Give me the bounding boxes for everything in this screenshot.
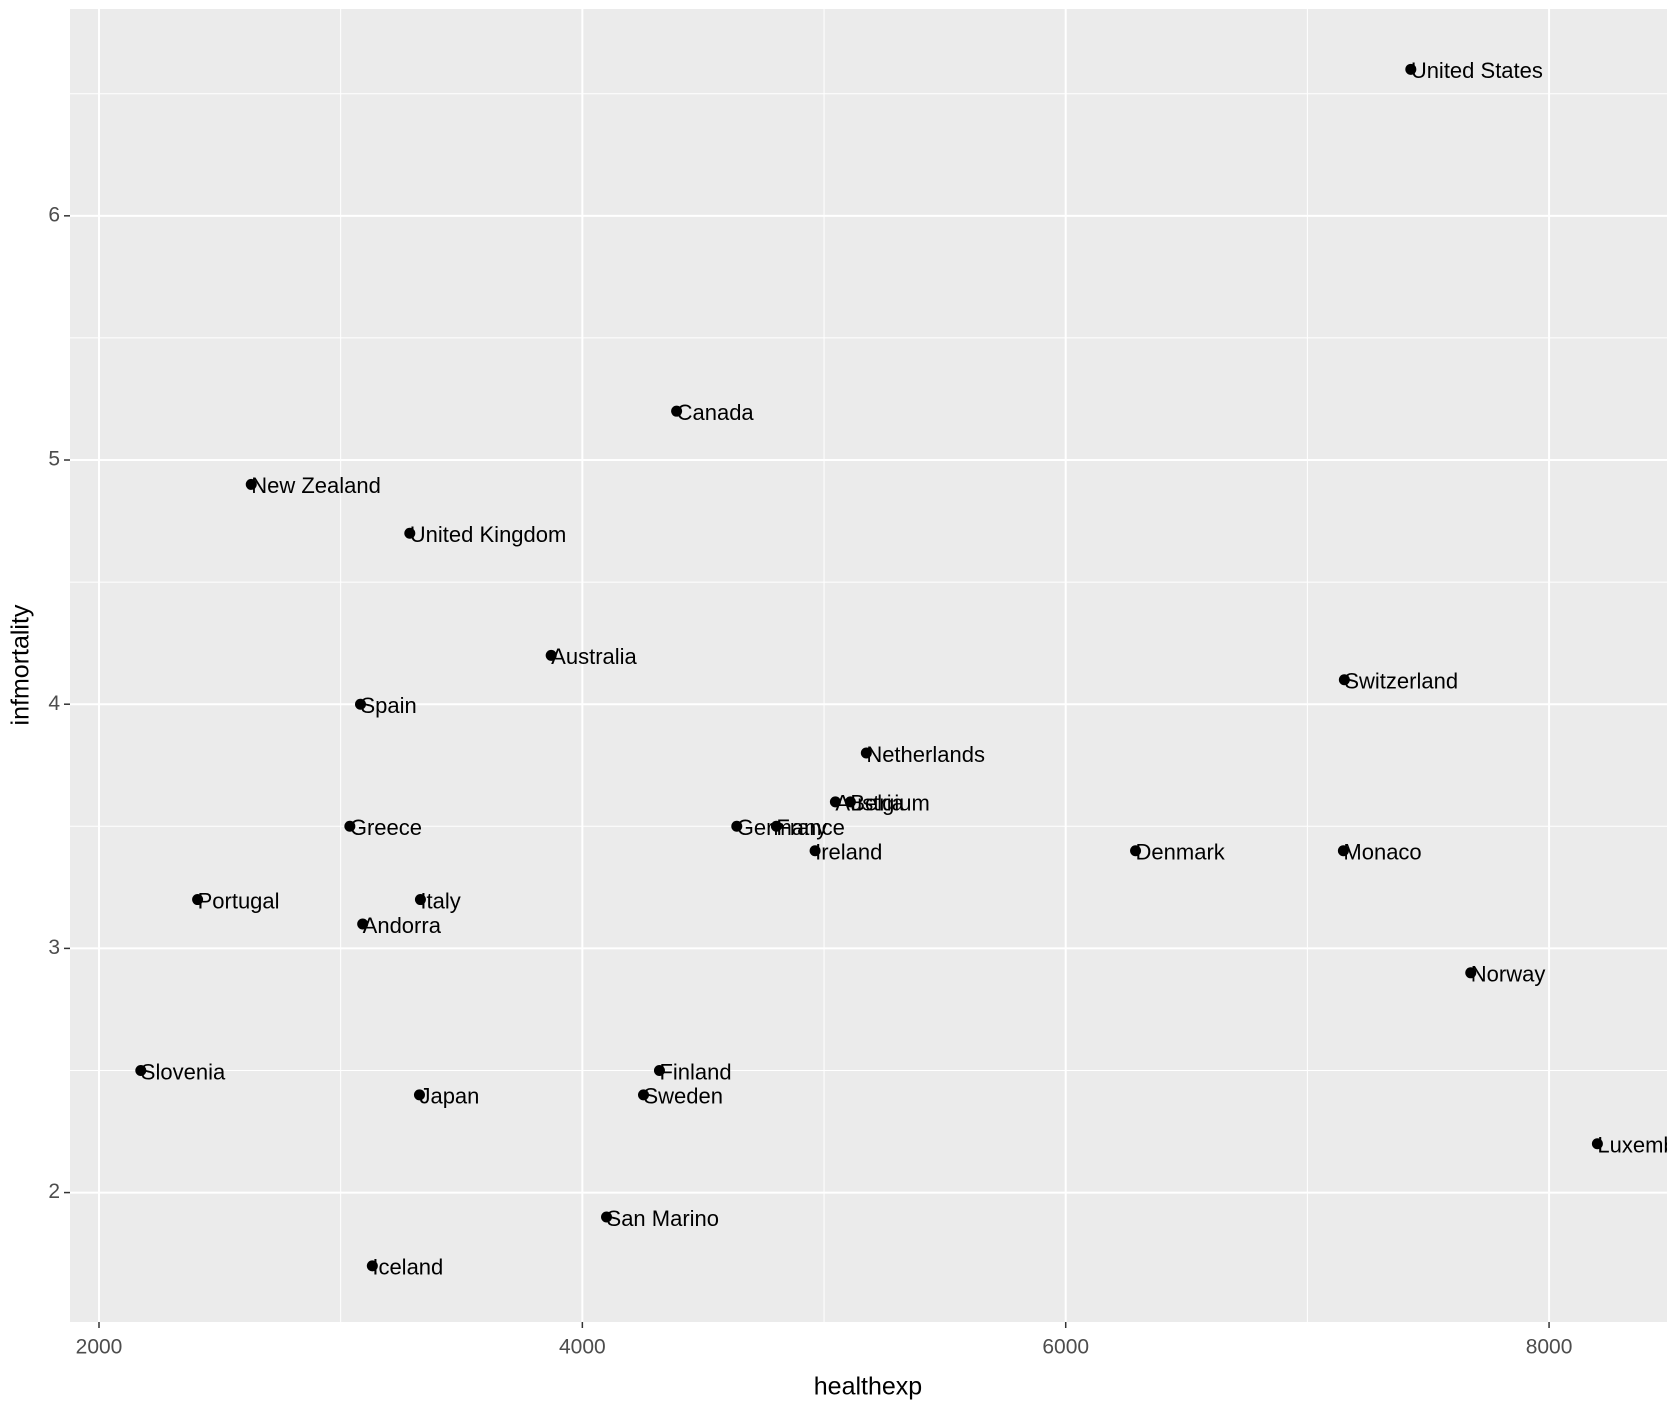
point: [135, 1064, 147, 1076]
point-label: Germany: [737, 815, 827, 840]
x-tick-label: 4000: [559, 1336, 606, 1359]
point-label: United Kingdom: [410, 522, 567, 547]
point: [357, 918, 369, 930]
point-label: United States: [1411, 58, 1543, 83]
point: [192, 894, 204, 906]
y-tick-label: 3: [48, 936, 60, 959]
y-tick-label: 5: [48, 448, 60, 471]
point-label: Denmark: [1136, 840, 1226, 865]
point: [653, 1064, 665, 1076]
point: [414, 894, 426, 906]
point-label: Iceland: [372, 1255, 443, 1280]
point-label: Portugal: [198, 888, 280, 913]
x-tick-label: 8000: [1526, 1336, 1573, 1359]
point-label: France: [776, 815, 844, 840]
marks: United States Canada New Zealand United Kin…: [135, 58, 1670, 1280]
point: [1405, 63, 1417, 75]
point-label: Japan: [419, 1084, 479, 1109]
point: [413, 1089, 425, 1101]
x-axis-title: healthexp: [814, 1373, 922, 1401]
point-label: Norway: [1471, 962, 1546, 987]
grid: [70, 9, 1667, 1322]
point-label: Greece: [350, 815, 422, 840]
point: [366, 1260, 378, 1272]
point-label: Finland: [659, 1059, 731, 1084]
point: [601, 1211, 613, 1223]
point-label: Ireland: [815, 840, 882, 865]
point-label: Slovenia: [141, 1059, 226, 1084]
point: [245, 478, 257, 490]
point: [1130, 845, 1142, 857]
point-label: Netherlands: [866, 742, 985, 767]
point: [731, 820, 743, 832]
point: [1465, 967, 1477, 979]
x-tick-label: 6000: [1042, 1336, 1089, 1359]
point: [404, 527, 416, 539]
point-label: Monaco: [1343, 840, 1421, 865]
y-axis-title: infmortality: [7, 604, 35, 725]
point-label: Andorra: [363, 913, 442, 938]
point-label: San Marino: [607, 1206, 720, 1231]
y-tick-label: 4: [48, 692, 60, 715]
point-label: Spain: [360, 693, 416, 718]
x-tick-label: 2000: [76, 1336, 123, 1359]
point-label: Switzerland: [1344, 669, 1458, 694]
point: [844, 796, 856, 808]
point: [770, 820, 782, 832]
point-label: Australia: [551, 644, 637, 669]
point-label: Sweden: [643, 1084, 723, 1109]
point: [860, 747, 872, 759]
point: [354, 698, 366, 710]
panel: [70, 9, 1667, 1322]
point: [1338, 674, 1350, 686]
point: [829, 796, 841, 808]
point-label: Belgium: [850, 791, 929, 816]
y-tick-label: 6: [48, 203, 60, 226]
point: [344, 820, 356, 832]
point-label: Italy: [420, 888, 460, 913]
point-label: New Zealand: [251, 473, 381, 498]
point: [637, 1089, 649, 1101]
axes: 2000 4000 6000 8000 2 3 4 5 6: [48, 203, 1572, 1358]
y-tick-label: 2: [48, 1180, 60, 1203]
point-label: Canada: [677, 400, 755, 425]
point: [545, 649, 557, 661]
point-label: Luxembourg: [1597, 1133, 1670, 1158]
point: [809, 845, 821, 857]
point: [671, 405, 683, 417]
point: [1337, 845, 1349, 857]
point: [1591, 1138, 1603, 1150]
